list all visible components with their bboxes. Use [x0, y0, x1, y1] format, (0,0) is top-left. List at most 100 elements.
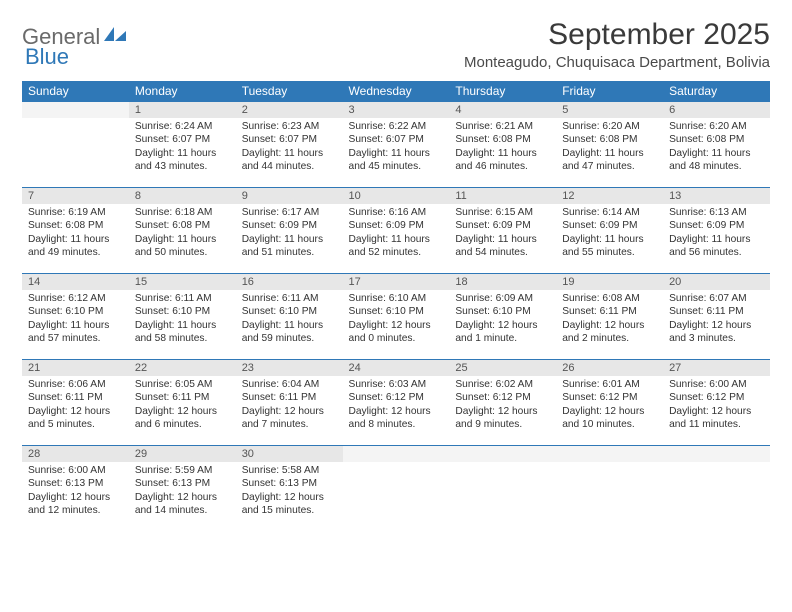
calendar-cell: 15Sunrise: 6:11 AMSunset: 6:10 PMDayligh… [129, 273, 236, 359]
day-details: Sunrise: 6:15 AMSunset: 6:09 PMDaylight:… [449, 204, 556, 264]
day-number-empty [449, 445, 556, 462]
calendar-week-row: 7Sunrise: 6:19 AMSunset: 6:08 PMDaylight… [22, 187, 770, 273]
day-number: 18 [449, 273, 556, 290]
location-subtitle: Monteagudo, Chuquisaca Department, Boliv… [464, 54, 770, 71]
calendar-table: Sunday Monday Tuesday Wednesday Thursday… [22, 81, 770, 531]
calendar-cell: 16Sunrise: 6:11 AMSunset: 6:10 PMDayligh… [236, 273, 343, 359]
day-header: Monday [129, 81, 236, 101]
calendar-cell: 2Sunrise: 6:23 AMSunset: 6:07 PMDaylight… [236, 101, 343, 187]
day-number-empty [663, 445, 770, 462]
calendar-week-row: 28Sunrise: 6:00 AMSunset: 6:13 PMDayligh… [22, 445, 770, 531]
logo-text-blue: Blue [25, 44, 69, 69]
calendar-cell: 8Sunrise: 6:18 AMSunset: 6:08 PMDaylight… [129, 187, 236, 273]
day-header: Thursday [449, 81, 556, 101]
day-number: 12 [556, 187, 663, 204]
day-number: 6 [663, 101, 770, 118]
title-block: September 2025 Monteagudo, Chuquisaca De… [464, 18, 770, 71]
day-details: Sunrise: 6:08 AMSunset: 6:11 PMDaylight:… [556, 290, 663, 350]
calendar-week-row: 1Sunrise: 6:24 AMSunset: 6:07 PMDaylight… [22, 101, 770, 187]
day-number: 21 [22, 359, 129, 376]
day-details: Sunrise: 6:22 AMSunset: 6:07 PMDaylight:… [343, 118, 450, 178]
day-number: 10 [343, 187, 450, 204]
calendar-cell: 24Sunrise: 6:03 AMSunset: 6:12 PMDayligh… [343, 359, 450, 445]
day-number-empty [556, 445, 663, 462]
month-title: September 2025 [464, 18, 770, 52]
calendar-cell: 11Sunrise: 6:15 AMSunset: 6:09 PMDayligh… [449, 187, 556, 273]
calendar-cell [663, 445, 770, 531]
day-number: 22 [129, 359, 236, 376]
calendar-cell: 13Sunrise: 6:13 AMSunset: 6:09 PMDayligh… [663, 187, 770, 273]
calendar-cell: 27Sunrise: 6:00 AMSunset: 6:12 PMDayligh… [663, 359, 770, 445]
day-details: Sunrise: 6:11 AMSunset: 6:10 PMDaylight:… [129, 290, 236, 350]
calendar-cell [449, 445, 556, 531]
logo-text-blue-wrap: Blue [25, 44, 69, 70]
day-details: Sunrise: 6:05 AMSunset: 6:11 PMDaylight:… [129, 376, 236, 436]
day-number: 7 [22, 187, 129, 204]
calendar-cell [556, 445, 663, 531]
day-number-empty [22, 101, 129, 118]
day-details: Sunrise: 5:58 AMSunset: 6:13 PMDaylight:… [236, 462, 343, 522]
calendar-cell: 4Sunrise: 6:21 AMSunset: 6:08 PMDaylight… [449, 101, 556, 187]
day-details: Sunrise: 6:20 AMSunset: 6:08 PMDaylight:… [556, 118, 663, 178]
day-number: 15 [129, 273, 236, 290]
calendar-cell: 7Sunrise: 6:19 AMSunset: 6:08 PMDaylight… [22, 187, 129, 273]
calendar-cell: 3Sunrise: 6:22 AMSunset: 6:07 PMDaylight… [343, 101, 450, 187]
day-details: Sunrise: 6:03 AMSunset: 6:12 PMDaylight:… [343, 376, 450, 436]
day-number: 1 [129, 101, 236, 118]
day-number: 2 [236, 101, 343, 118]
calendar-cell: 9Sunrise: 6:17 AMSunset: 6:09 PMDaylight… [236, 187, 343, 273]
calendar-cell: 5Sunrise: 6:20 AMSunset: 6:08 PMDaylight… [556, 101, 663, 187]
day-details: Sunrise: 6:01 AMSunset: 6:12 PMDaylight:… [556, 376, 663, 436]
day-number: 3 [343, 101, 450, 118]
calendar-cell: 14Sunrise: 6:12 AMSunset: 6:10 PMDayligh… [22, 273, 129, 359]
calendar-cell: 1Sunrise: 6:24 AMSunset: 6:07 PMDaylight… [129, 101, 236, 187]
day-details: Sunrise: 6:17 AMSunset: 6:09 PMDaylight:… [236, 204, 343, 264]
calendar-cell: 10Sunrise: 6:16 AMSunset: 6:09 PMDayligh… [343, 187, 450, 273]
calendar-cell: 6Sunrise: 6:20 AMSunset: 6:08 PMDaylight… [663, 101, 770, 187]
calendar-cell: 17Sunrise: 6:10 AMSunset: 6:10 PMDayligh… [343, 273, 450, 359]
day-header: Wednesday [343, 81, 450, 101]
day-number: 13 [663, 187, 770, 204]
day-details: Sunrise: 6:18 AMSunset: 6:08 PMDaylight:… [129, 204, 236, 264]
calendar-cell: 21Sunrise: 6:06 AMSunset: 6:11 PMDayligh… [22, 359, 129, 445]
calendar-cell: 20Sunrise: 6:07 AMSunset: 6:11 PMDayligh… [663, 273, 770, 359]
calendar-cell: 22Sunrise: 6:05 AMSunset: 6:11 PMDayligh… [129, 359, 236, 445]
day-number: 4 [449, 101, 556, 118]
day-number: 16 [236, 273, 343, 290]
day-details: Sunrise: 6:00 AMSunset: 6:12 PMDaylight:… [663, 376, 770, 436]
calendar-cell: 29Sunrise: 5:59 AMSunset: 6:13 PMDayligh… [129, 445, 236, 531]
day-details: Sunrise: 6:23 AMSunset: 6:07 PMDaylight:… [236, 118, 343, 178]
day-number: 9 [236, 187, 343, 204]
day-details: Sunrise: 6:04 AMSunset: 6:11 PMDaylight:… [236, 376, 343, 436]
day-number: 8 [129, 187, 236, 204]
calendar-week-row: 14Sunrise: 6:12 AMSunset: 6:10 PMDayligh… [22, 273, 770, 359]
day-number: 27 [663, 359, 770, 376]
day-number: 24 [343, 359, 450, 376]
day-details: Sunrise: 6:07 AMSunset: 6:11 PMDaylight:… [663, 290, 770, 350]
day-number: 30 [236, 445, 343, 462]
day-details: Sunrise: 6:16 AMSunset: 6:09 PMDaylight:… [343, 204, 450, 264]
day-details: Sunrise: 6:11 AMSunset: 6:10 PMDaylight:… [236, 290, 343, 350]
calendar-cell: 30Sunrise: 5:58 AMSunset: 6:13 PMDayligh… [236, 445, 343, 531]
day-details: Sunrise: 6:12 AMSunset: 6:10 PMDaylight:… [22, 290, 129, 350]
calendar-cell: 12Sunrise: 6:14 AMSunset: 6:09 PMDayligh… [556, 187, 663, 273]
calendar-cell [22, 101, 129, 187]
day-details: Sunrise: 6:02 AMSunset: 6:12 PMDaylight:… [449, 376, 556, 436]
calendar-cell: 18Sunrise: 6:09 AMSunset: 6:10 PMDayligh… [449, 273, 556, 359]
day-number: 25 [449, 359, 556, 376]
day-details: Sunrise: 6:06 AMSunset: 6:11 PMDaylight:… [22, 376, 129, 436]
day-header-row: Sunday Monday Tuesday Wednesday Thursday… [22, 81, 770, 101]
day-number: 5 [556, 101, 663, 118]
day-header: Saturday [663, 81, 770, 101]
day-details: Sunrise: 6:13 AMSunset: 6:09 PMDaylight:… [663, 204, 770, 264]
day-number: 29 [129, 445, 236, 462]
day-number: 14 [22, 273, 129, 290]
header: General September 2025 Monteagudo, Chuqu… [22, 18, 770, 71]
calendar-body: 1Sunrise: 6:24 AMSunset: 6:07 PMDaylight… [22, 101, 770, 531]
day-details: Sunrise: 6:19 AMSunset: 6:08 PMDaylight:… [22, 204, 129, 264]
day-header: Tuesday [236, 81, 343, 101]
calendar-week-row: 21Sunrise: 6:06 AMSunset: 6:11 PMDayligh… [22, 359, 770, 445]
logo-sail-icon [104, 27, 126, 41]
day-number: 23 [236, 359, 343, 376]
calendar-cell: 26Sunrise: 6:01 AMSunset: 6:12 PMDayligh… [556, 359, 663, 445]
